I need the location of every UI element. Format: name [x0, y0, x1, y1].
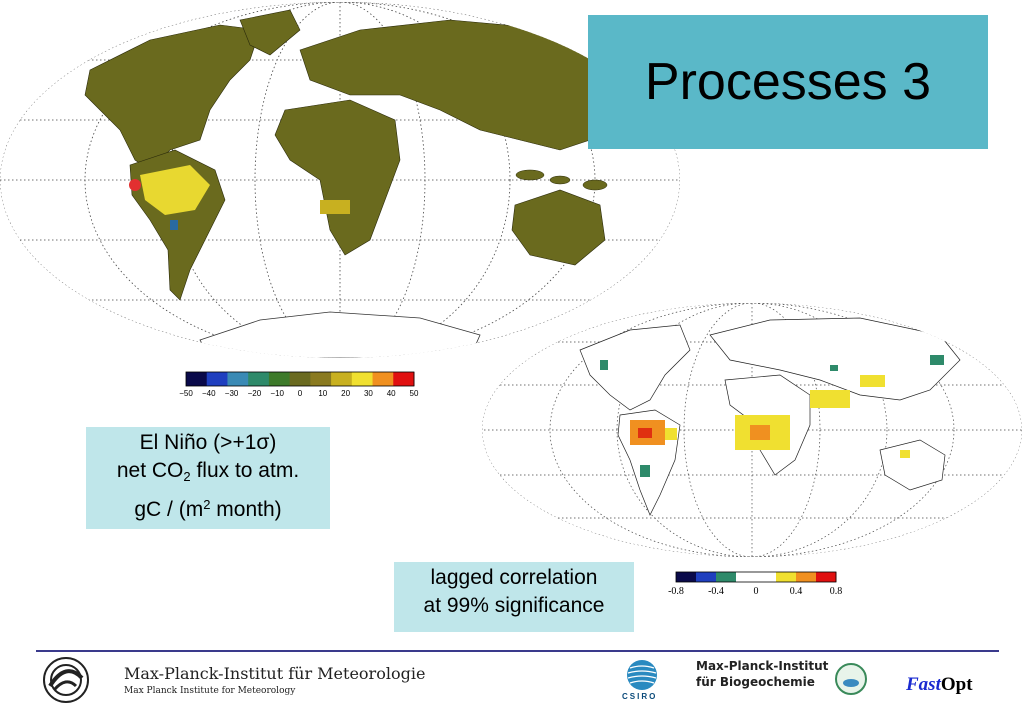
- mpi-meteorology-logo-icon: [43, 657, 89, 703]
- flux-colorbar-tick-label: 40: [387, 389, 396, 398]
- footer-divider: [36, 650, 999, 652]
- flux-colorbar-tick-label: 0: [298, 389, 303, 398]
- bgc-line2: für Biogeochemie: [696, 675, 815, 689]
- correlation-label-box: lagged correlation at 99% significance: [394, 562, 634, 632]
- flux-colorbar-tick-label: 30: [364, 389, 373, 398]
- line2-part-a: net CO: [116, 459, 184, 482]
- correlation-line1: lagged correlation: [430, 566, 598, 589]
- correlation-colorbar-segment: [676, 572, 697, 582]
- correlation-colorbar-tick-label: 0.4: [790, 586, 803, 597]
- australia: [511, 189, 606, 266]
- flux-colorbar-segment: [268, 372, 291, 386]
- lagged-correlation-map: [482, 303, 1022, 557]
- flux-colorbar-tick-label: −40: [202, 389, 216, 398]
- hotspot-peru: [129, 179, 141, 191]
- correlation-line2: at 99% significance: [423, 594, 605, 617]
- fastopt-opt: Opt: [940, 674, 973, 695]
- correlation-colorbar-segment: [796, 572, 817, 582]
- correlation-colorbar-segment: [756, 572, 777, 582]
- correlation-colorbar-tick-label: 0.8: [830, 586, 843, 597]
- flux-colorbar-segment: [393, 372, 415, 386]
- flux-colorbar-segment: [186, 372, 208, 386]
- correlation-colorbar-segment: [736, 572, 757, 582]
- elnino-flux-map: [0, 2, 680, 358]
- flux-colorbar: −50 −40 −30 −20 −10 0 10 20 30 40 50: [179, 371, 419, 398]
- correlation-colorbar-tick-label: 0: [754, 586, 759, 597]
- antarctica: [199, 311, 481, 358]
- north-america: [84, 24, 261, 171]
- flux-colorbar-segment: [206, 372, 228, 386]
- eurasia: [299, 19, 641, 151]
- flux-colorbar-tick-label: −10: [270, 389, 284, 398]
- flux-colorbar-border: [185, 371, 415, 387]
- fastopt-logo: FastOpt: [906, 674, 973, 696]
- flux-colorbar-segment: [248, 372, 270, 386]
- elnino-line1: El Niño (>+1σ): [139, 431, 277, 454]
- correlation-colorbar-border: [675, 571, 837, 583]
- cold-spot: [170, 220, 178, 230]
- africa: [274, 99, 401, 256]
- flux-colorbar-tick-label: −50: [179, 389, 193, 398]
- correlation-colorbar-segment: [696, 572, 717, 582]
- elnino-line2: net CO2 flux to atm.: [86, 457, 330, 491]
- co2-subscript: 2: [183, 469, 191, 484]
- flux-colorbar-segment: [351, 372, 374, 386]
- flux-colorbar-segment: [227, 372, 249, 386]
- fastopt-fast: Fast: [906, 674, 941, 695]
- flux-colorbar-segment: [289, 372, 311, 386]
- correlation-colorbar-tick-label: -0.8: [668, 586, 684, 597]
- mpi-bgc-badge-icon: [835, 663, 867, 695]
- mpi-biogeochemie-name: Max-Planck-Institut für Biogeochemie: [696, 658, 828, 690]
- correlation-colorbar-segment: [776, 572, 797, 582]
- elnino-line3: gC / (m2 month): [86, 491, 330, 524]
- mpi-meteorology-name: Max-Planck-Institut für Meteorologie: [124, 664, 426, 683]
- csiro-wordmark: CSIRO: [622, 692, 658, 701]
- correlation-colorbar-tick-label: -0.4: [708, 586, 724, 597]
- flux-colorbar-segment: [331, 372, 353, 386]
- elnino-label-box: El Niño (>+1σ) net CO2 flux to atm. gC /…: [86, 427, 330, 529]
- title-box: Processes 3: [588, 15, 988, 149]
- correlation-patches: [600, 355, 944, 477]
- greenland: [239, 9, 301, 56]
- amazon-anomaly: [140, 165, 210, 215]
- flux-colorbar-tick-label: 10: [318, 389, 327, 398]
- flux-colorbar-tick-label: −30: [225, 389, 239, 398]
- csiro-logo-icon: [627, 660, 657, 690]
- correlation-colorbar-segment: [716, 572, 737, 582]
- flux-colorbar-tick-label: −20: [248, 389, 262, 398]
- line3-part-a: gC / (m: [134, 498, 204, 521]
- flux-colorbar-segment: [372, 372, 394, 386]
- mpi-meteorology-name-en: Max Planck Institute for Meteorology: [124, 686, 296, 696]
- flux-colorbar-tick-label: 50: [410, 389, 419, 398]
- line2-part-b: flux to atm.: [190, 459, 300, 482]
- correlation-colorbar-segment: [816, 572, 837, 582]
- correlation-colorbar: -0.8 -0.4 0 0.4 0.8: [668, 571, 843, 597]
- m2-superscript: 2: [203, 497, 211, 512]
- line3-part-b: month): [210, 498, 282, 521]
- page-title: Processes 3: [644, 53, 932, 111]
- southern-africa-anomaly: [320, 200, 350, 214]
- bgc-line1: Max-Planck-Institut: [696, 659, 829, 673]
- flux-colorbar-tick-label: 20: [341, 389, 350, 398]
- flux-colorbar-segment: [310, 372, 332, 386]
